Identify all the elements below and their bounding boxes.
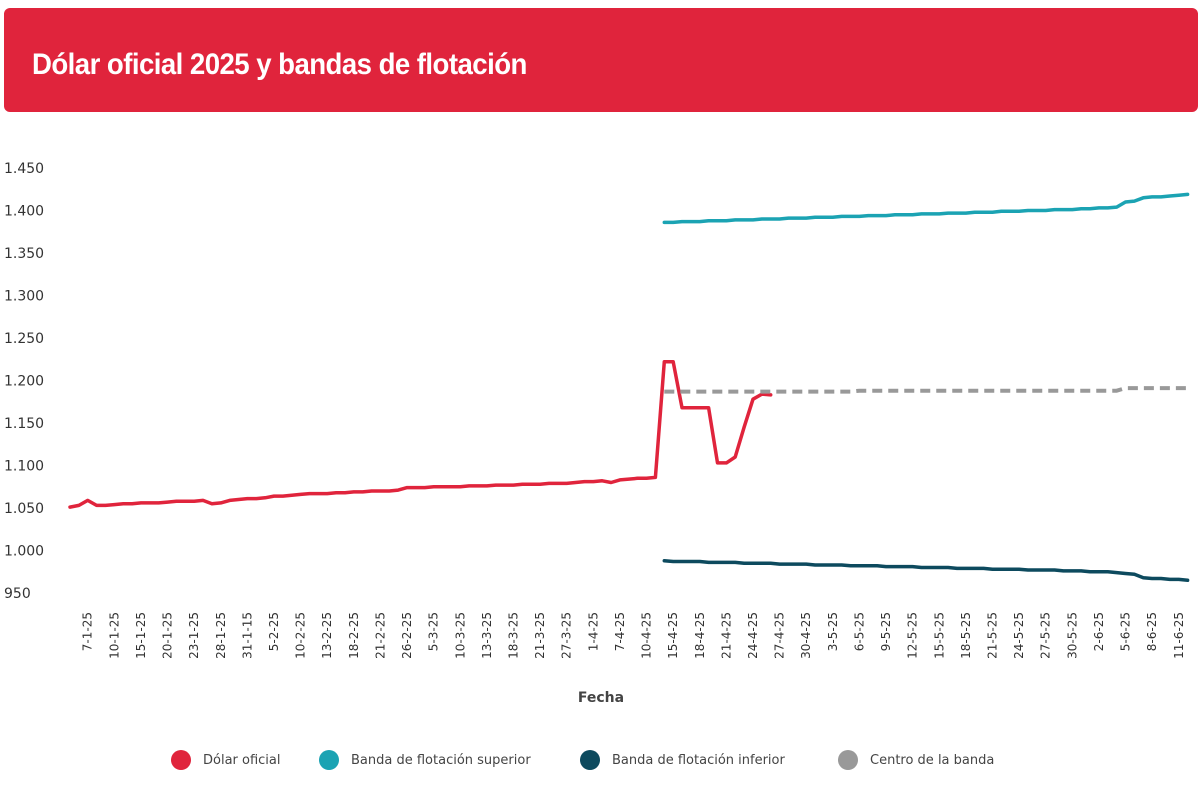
legend-item-centro-banda[interactable]: Centro de la banda — [838, 748, 994, 772]
x-tick-label: 30-4-25 — [799, 612, 813, 659]
x-tick-label: 18-3-25 — [507, 612, 521, 659]
x-tick-label: 21-5-25 — [985, 612, 999, 659]
x-tick-label: 31-1-15 — [240, 612, 254, 659]
x-tick-label: 15-4-25 — [666, 612, 680, 659]
x-tick-label: 12-5-25 — [906, 612, 920, 659]
x-axis-label: Fecha — [578, 690, 624, 706]
x-tick-label: 5-2-25 — [267, 612, 281, 651]
series-line-banda-de-flotaci-n-inferior[interactable] — [662, 558, 1190, 583]
legend-item-banda-inferior[interactable]: Banda de flotación inferior — [580, 748, 785, 772]
x-tick-label: 30-5-25 — [1065, 612, 1079, 659]
x-tick-label: 2-6-25 — [1092, 612, 1106, 651]
y-tick-label: 950 — [4, 586, 31, 602]
legend-swatch-icon — [838, 750, 858, 770]
series-line-banda-de-flotaci-n-superior[interactable] — [662, 192, 1190, 225]
x-tick-label: 9-5-25 — [879, 612, 893, 651]
x-tick-label: 10-3-25 — [453, 612, 467, 659]
x-tick-label: 5-3-25 — [427, 612, 441, 651]
x-tick-label: 15-1-25 — [134, 612, 148, 659]
y-tick-label: 1.150 — [4, 416, 44, 432]
x-tick-label: 15-5-25 — [932, 612, 946, 659]
x-tick-label: 27-5-25 — [1039, 612, 1053, 659]
x-tick-label: 7-1-25 — [81, 612, 95, 651]
y-tick-label: 1.400 — [4, 204, 44, 220]
legend-swatch-icon — [171, 750, 191, 770]
y-tick-label: 1.050 — [4, 501, 44, 517]
y-tick-label: 1.100 — [4, 459, 44, 475]
legend-item-dolar-oficial[interactable]: Dólar oficial — [171, 748, 281, 772]
x-tick-label: 18-4-25 — [693, 612, 707, 659]
x-tick-label: 24-5-25 — [1012, 612, 1026, 659]
x-tick-label: 8-6-25 — [1145, 612, 1159, 651]
y-tick-label: 1.350 — [4, 246, 44, 262]
y-tick-label: 1.200 — [4, 374, 44, 390]
x-tick-label: 3-5-25 — [826, 612, 840, 651]
series-line-centro-de-la-banda[interactable] — [664, 386, 1188, 394]
chart-title: Dólar oficial 2025 y bandas de flotación — [32, 48, 527, 81]
x-tick-label: 23-1-25 — [187, 612, 201, 659]
x-tick-label: 26-2-25 — [400, 612, 414, 659]
x-tick-label: 5-6-25 — [1119, 612, 1133, 651]
chart-series — [68, 192, 1190, 583]
x-tick-label: 7-4-25 — [613, 612, 627, 651]
x-tick-label: 18-2-25 — [347, 612, 361, 659]
legend-label: Banda de flotación inferior — [612, 752, 785, 768]
x-tick-label: 28-1-25 — [214, 612, 228, 659]
legend-label: Banda de flotación superior — [351, 752, 531, 768]
legend-label: Dólar oficial — [203, 752, 281, 768]
y-tick-label: 1.300 — [4, 289, 44, 305]
x-tick-label: 20-1-25 — [161, 612, 175, 659]
y-tick-label: 1.450 — [4, 161, 44, 177]
y-tick-label: 1.250 — [4, 331, 44, 347]
legend-label: Centro de la banda — [870, 752, 995, 768]
x-tick-label: 18-5-25 — [959, 612, 973, 659]
x-tick-label: 6-5-25 — [852, 612, 866, 651]
x-tick-label: 24-4-25 — [746, 612, 760, 659]
chart-header: Dólar oficial 2025 y bandas de flotación — [4, 8, 1198, 112]
x-tick-label: 27-3-25 — [560, 612, 574, 659]
x-tick-label: 1-4-25 — [586, 612, 600, 651]
x-tick-label: 13-3-25 — [480, 612, 494, 659]
x-tick-label: 10-2-25 — [294, 612, 308, 659]
x-tick-label: 27-4-25 — [773, 612, 787, 659]
x-tick-label: 21-3-25 — [533, 612, 547, 659]
y-tick-label: 1.000 — [4, 544, 44, 560]
x-axis-ticks: 7-1-25 10-1-25 15-1-25 20-1-25 23-1-25 28-1-2… — [81, 612, 1186, 659]
x-tick-label: 13-2-25 — [320, 612, 334, 659]
legend-item-banda-superior[interactable]: Banda de flotación superior — [319, 748, 531, 772]
chart-legend: Dólar oficial Banda de flotación superio… — [0, 748, 1200, 772]
x-tick-label: 21-4-25 — [719, 612, 733, 659]
x-tick-label: 21-2-25 — [373, 612, 387, 659]
x-tick-label: 11-6-25 — [1172, 612, 1186, 659]
legend-swatch-icon — [319, 750, 339, 770]
legend-swatch-icon — [580, 750, 600, 770]
series-line-d-lar-oficial[interactable] — [68, 360, 773, 509]
x-tick-label: 10-4-25 — [640, 612, 654, 659]
y-axis-ticks: 1.450 1.400 1.350 1.300 1.250 1.200 1.150 1.100… — [4, 161, 44, 602]
x-tick-label: 10-1-25 — [107, 612, 121, 659]
